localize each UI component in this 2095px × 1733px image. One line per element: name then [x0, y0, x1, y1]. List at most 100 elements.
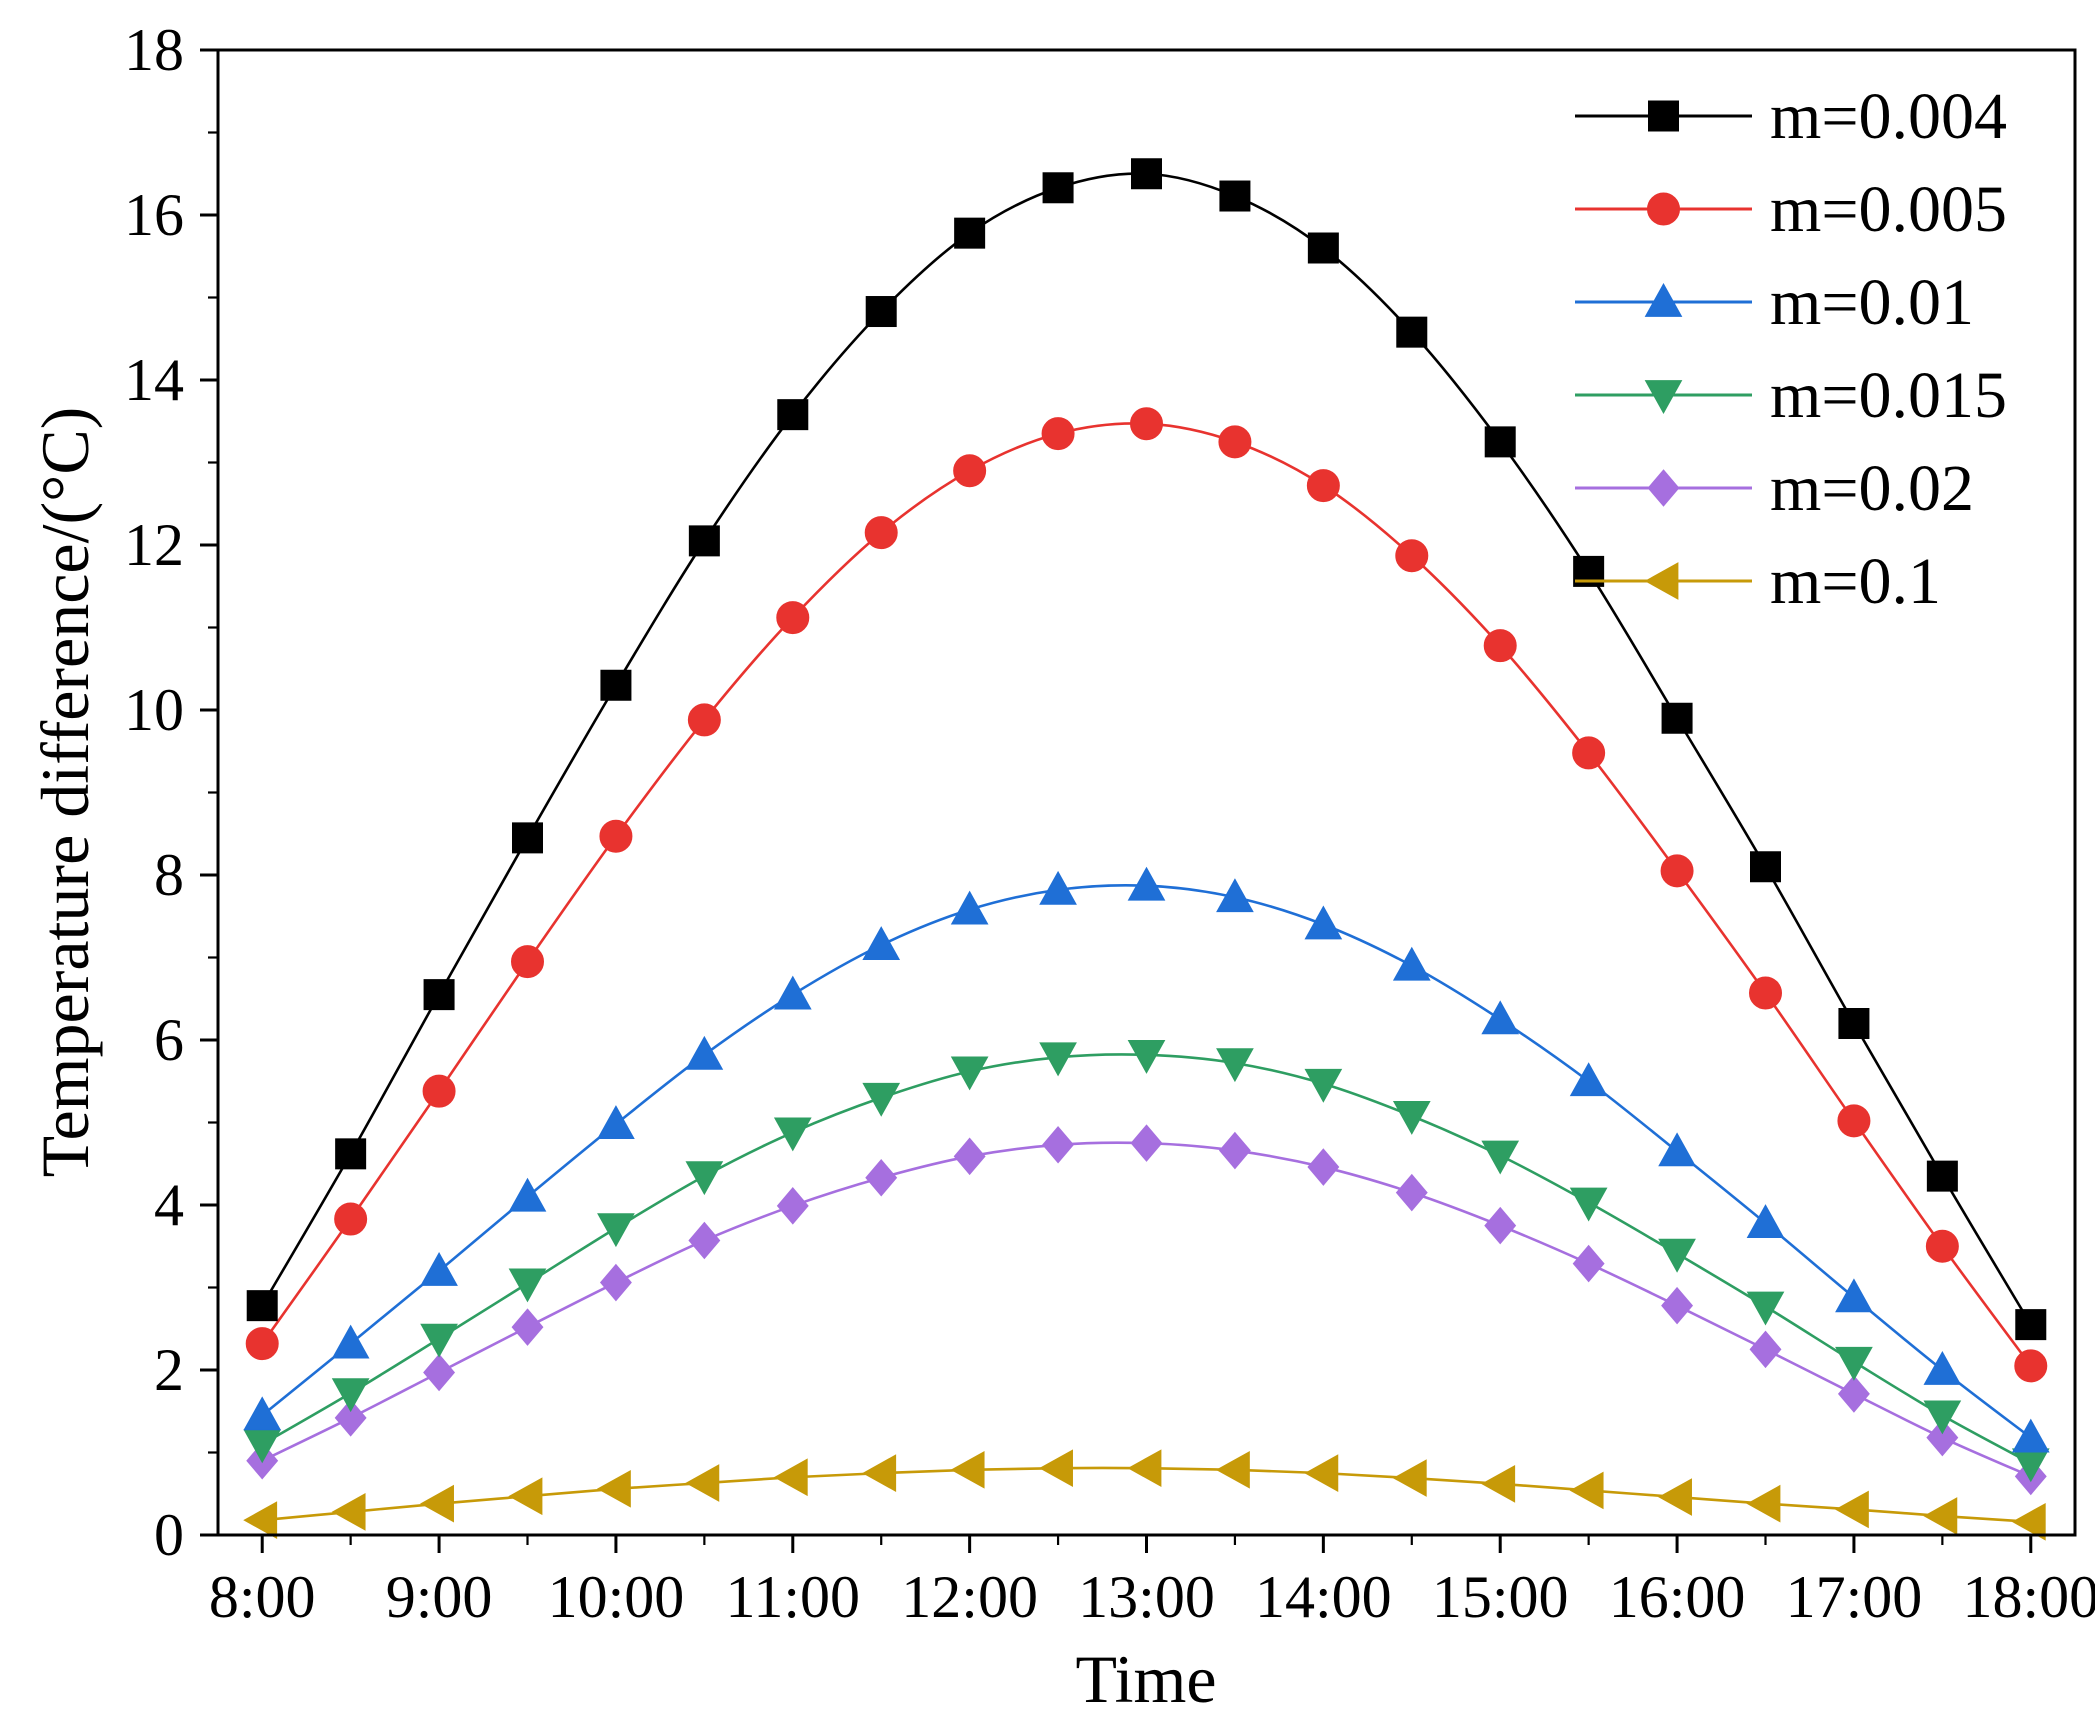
data-point [685, 1161, 724, 1196]
data-point [334, 1399, 367, 1437]
y-tick-label: 16 [124, 182, 184, 248]
data-point [1481, 1465, 1516, 1503]
data-point [1130, 1124, 1163, 1162]
data-point [1216, 1048, 1254, 1083]
data-point [511, 945, 544, 979]
y-tick-label: 18 [124, 17, 184, 83]
data-point [773, 1117, 812, 1152]
data-point [1392, 1459, 1427, 1497]
legend-marker [1644, 380, 1683, 415]
data-point [245, 1327, 279, 1361]
data-point [1396, 316, 1428, 348]
data-point [1039, 1449, 1073, 1488]
data-point [1484, 426, 1516, 458]
data-point [953, 454, 987, 488]
data-point [1746, 1204, 1785, 1239]
data-point [1923, 1350, 1962, 1385]
legend-label: m=0.1 [1770, 545, 1941, 618]
data-point [597, 1105, 635, 1140]
data-point [243, 1396, 282, 1431]
data-point [1569, 1187, 1608, 1222]
legend-marker [1647, 192, 1680, 226]
data-point [1127, 1449, 1162, 1488]
series-m=0.004 [246, 158, 2047, 1341]
legend-label: m=0.004 [1770, 80, 2007, 153]
data-point [600, 669, 632, 701]
data-point [1660, 854, 1694, 888]
data-point [331, 1324, 370, 1359]
legend: m=0.004 m=0.005 m=0.01 m=0.015 m=0.02 m=0.1 [1575, 80, 2007, 618]
data-point [1307, 232, 1339, 264]
series-m=0.01 [243, 866, 2050, 1453]
y-tick-label: 4 [154, 1172, 184, 1238]
data-point [420, 1323, 458, 1358]
data-point [1746, 1291, 1785, 1326]
data-point [865, 296, 897, 328]
data-point [1749, 976, 1782, 1010]
data-point [1392, 946, 1431, 981]
legend-item: m=0.01 [1575, 266, 1974, 339]
y-axis-title: Temperature difference/(°C) [27, 407, 103, 1178]
x-tick-label: 8:00 [209, 1564, 316, 1630]
data-point [1306, 469, 1340, 503]
data-point [1569, 1471, 1604, 1510]
data-point [950, 890, 989, 925]
data-point [864, 516, 898, 550]
data-point [777, 399, 809, 431]
y-tick-label: 0 [154, 1502, 184, 1568]
legend-label: m=0.01 [1770, 266, 1974, 339]
data-point [508, 1268, 547, 1303]
data-point [1746, 1484, 1781, 1523]
data-point [1481, 1000, 1520, 1035]
data-point [950, 1450, 985, 1489]
x-tick-label: 13:00 [1078, 1564, 1215, 1630]
y-tick-label: 6 [154, 1007, 184, 1073]
legend-label: m=0.005 [1770, 173, 2007, 246]
data-point [1039, 870, 1077, 905]
data-point [2014, 1349, 2048, 1383]
data-point [1661, 702, 1693, 734]
data-point [1304, 1454, 1339, 1492]
data-point [685, 1464, 720, 1502]
x-tick-label: 10:00 [548, 1564, 685, 1630]
data-point [862, 1454, 897, 1492]
data-point [423, 1353, 456, 1392]
series-m=0.015 [243, 1039, 2050, 1483]
series-line [260, 1053, 2033, 1465]
data-point [1658, 1478, 1692, 1516]
data-point [1834, 1490, 1869, 1529]
data-point [1127, 1039, 1166, 1074]
data-point [687, 703, 721, 737]
series-m=0.1 [243, 1449, 2046, 1541]
data-point [2011, 1418, 2050, 1453]
data-point [776, 1187, 809, 1225]
x-tick-label: 16:00 [1609, 1564, 1746, 1630]
data-point [1572, 1244, 1605, 1283]
data-point [865, 1159, 898, 1197]
data-point [420, 1251, 458, 1286]
data-point [862, 926, 901, 961]
data-point [1219, 180, 1251, 212]
data-point [423, 979, 455, 1011]
data-point [1749, 1330, 1782, 1369]
data-point [599, 1263, 632, 1302]
x-tick-label: 17:00 [1786, 1564, 1923, 1630]
data-point [1131, 158, 1162, 190]
data-point [1926, 1418, 1959, 1457]
data-point [1837, 1104, 1871, 1138]
legend-marker [1647, 469, 1680, 507]
data-point [1218, 425, 1252, 459]
data-point [331, 1493, 366, 1531]
series-m=0.02 [246, 1124, 2047, 1496]
data-point [1395, 539, 1429, 573]
data-point [246, 1290, 278, 1322]
data-point [1483, 629, 1517, 663]
data-point [599, 819, 633, 853]
data-point [1304, 1068, 1343, 1103]
legend-marker [1648, 100, 1679, 132]
data-point [2015, 1309, 2047, 1341]
data-point [1039, 1042, 1077, 1077]
data-point [1750, 851, 1781, 883]
data-point [1835, 1278, 1873, 1313]
